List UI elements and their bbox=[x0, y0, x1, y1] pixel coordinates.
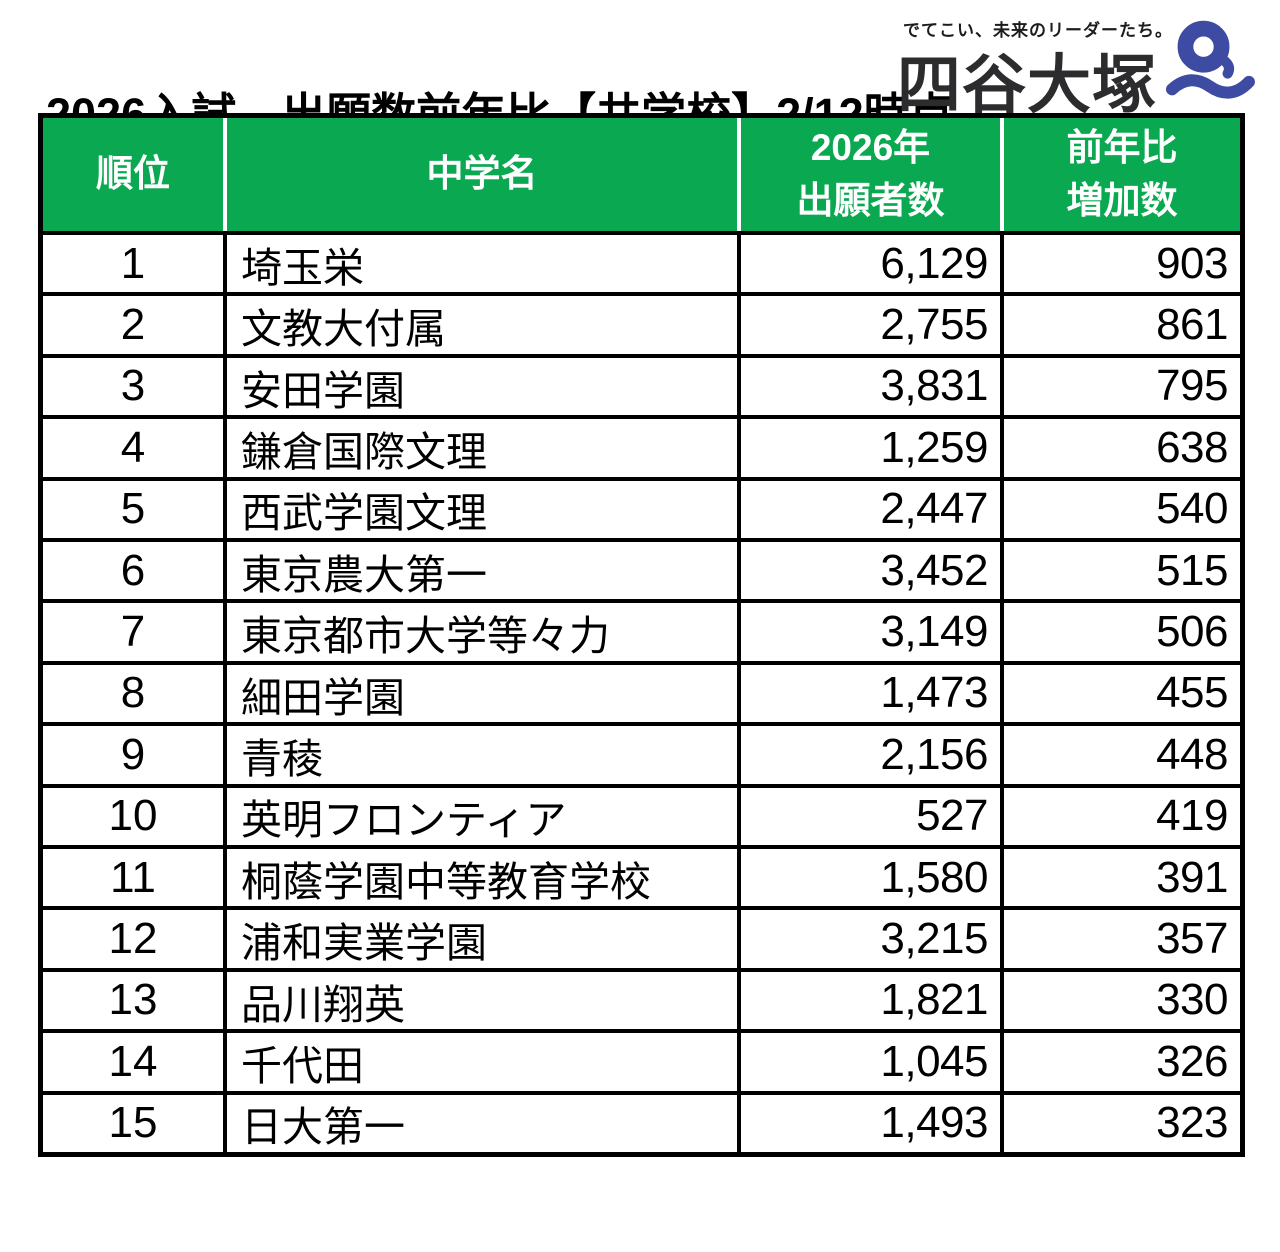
increase-cell: 357 bbox=[1004, 910, 1240, 968]
rank-cell: 8 bbox=[43, 664, 223, 723]
school-cell: 埼玉栄 bbox=[227, 235, 737, 293]
school-cell: 東京都市大学等々力 bbox=[227, 603, 737, 661]
applicants-cell: 2,447 bbox=[741, 480, 1000, 538]
applicants-cell: 3,149 bbox=[741, 603, 1000, 661]
rank-cell: 15 bbox=[43, 1094, 223, 1152]
header-label-line1: 前年比 bbox=[1066, 126, 1178, 168]
table-body: 1 埼玉栄 6,129 903 2 文教大付属 2,755 861 3 安田学園 3,831 795 4… bbox=[43, 235, 1240, 1152]
school-cell: 細田学園 bbox=[227, 664, 737, 723]
header-label-line1: 2026年 bbox=[810, 126, 931, 168]
applicants-cell: 2,755 bbox=[741, 296, 1000, 354]
brand-logotype: 四谷大塚 bbox=[897, 49, 1157, 121]
yotsuya-otsuka-logo-icon bbox=[1166, 20, 1255, 99]
increase-cell: 448 bbox=[1004, 726, 1240, 784]
applicants-cell: 3,831 bbox=[741, 357, 1000, 416]
header-label: 順位 bbox=[96, 153, 170, 195]
applicants-cell: 1,493 bbox=[741, 1094, 1000, 1152]
applicants-cell: 3,452 bbox=[741, 542, 1000, 600]
rank-cell: 1 bbox=[43, 235, 223, 293]
applicants-cell: 1,821 bbox=[741, 971, 1000, 1030]
rank-cell: 7 bbox=[43, 603, 223, 661]
rank-cell: 2 bbox=[43, 296, 223, 354]
header-label: 中学名 bbox=[426, 153, 538, 195]
increase-cell: 903 bbox=[1004, 235, 1240, 293]
increase-cell: 455 bbox=[1004, 664, 1240, 723]
brand-tagline: でてこい、未来のリーダーたち。 bbox=[903, 21, 1173, 40]
school-cell: 文教大付属 bbox=[227, 296, 737, 354]
rank-cell: 6 bbox=[43, 542, 223, 600]
increase-cell: 638 bbox=[1004, 419, 1240, 477]
rank-cell: 14 bbox=[43, 1033, 223, 1091]
applicants-cell: 3,215 bbox=[741, 910, 1000, 968]
rank-cell: 4 bbox=[43, 419, 223, 477]
increase-cell: 515 bbox=[1004, 542, 1240, 600]
header-cell-school: 中学名 bbox=[227, 118, 737, 231]
rank-cell: 9 bbox=[43, 726, 223, 784]
applicants-cell: 1,045 bbox=[741, 1033, 1000, 1091]
increase-cell: 330 bbox=[1004, 971, 1240, 1030]
school-cell: 品川翔英 bbox=[227, 971, 737, 1030]
school-cell: 英明フロンティア bbox=[227, 787, 737, 845]
rank-cell: 5 bbox=[43, 480, 223, 538]
school-cell: 青稜 bbox=[227, 726, 737, 784]
applicants-cell: 6,129 bbox=[741, 235, 1000, 293]
school-cell: 東京農大第一 bbox=[227, 542, 737, 600]
increase-cell: 326 bbox=[1004, 1033, 1240, 1091]
school-cell: 西武学園文理 bbox=[227, 480, 737, 538]
header-cell-increase: 前年比 増加数 bbox=[1004, 118, 1240, 231]
rank-cell: 13 bbox=[43, 971, 223, 1030]
rank-cell: 11 bbox=[43, 849, 223, 907]
increase-cell: 540 bbox=[1004, 480, 1240, 538]
applicants-cell: 2,156 bbox=[741, 726, 1000, 784]
school-cell: 日大第一 bbox=[227, 1094, 737, 1152]
increase-cell: 795 bbox=[1004, 357, 1240, 416]
school-cell: 桐蔭学園中等教育学校 bbox=[227, 849, 737, 907]
header-label-line2: 増加数 bbox=[1066, 179, 1178, 221]
applicants-cell: 1,473 bbox=[741, 664, 1000, 723]
increase-cell: 506 bbox=[1004, 603, 1240, 661]
increase-cell: 323 bbox=[1004, 1094, 1240, 1152]
school-cell: 浦和実業学園 bbox=[227, 910, 737, 968]
increase-cell: 391 bbox=[1004, 849, 1240, 907]
school-cell: 鎌倉国際文理 bbox=[227, 419, 737, 477]
increase-cell: 861 bbox=[1004, 296, 1240, 354]
applicants-cell: 1,259 bbox=[741, 419, 1000, 477]
rank-cell: 10 bbox=[43, 787, 223, 845]
school-cell: 安田学園 bbox=[227, 357, 737, 416]
header-cell-rank: 順位 bbox=[43, 118, 223, 231]
increase-cell: 419 bbox=[1004, 787, 1240, 845]
header-label-line2: 出願者数 bbox=[796, 179, 945, 221]
rank-cell: 3 bbox=[43, 357, 223, 416]
ranking-table: 順位 中学名 2026年 出願者数 前年比 増加数 1 埼玉栄 6,129 903 2 文… bbox=[38, 113, 1245, 1157]
applicants-cell: 527 bbox=[741, 787, 1000, 845]
header-cell-applicants: 2026年 出願者数 bbox=[741, 118, 1000, 231]
applicants-cell: 1,580 bbox=[741, 849, 1000, 907]
rank-cell: 12 bbox=[43, 910, 223, 968]
school-cell: 千代田 bbox=[227, 1033, 737, 1091]
table-header-row: 順位 中学名 2026年 出願者数 前年比 増加数 bbox=[43, 118, 1240, 235]
